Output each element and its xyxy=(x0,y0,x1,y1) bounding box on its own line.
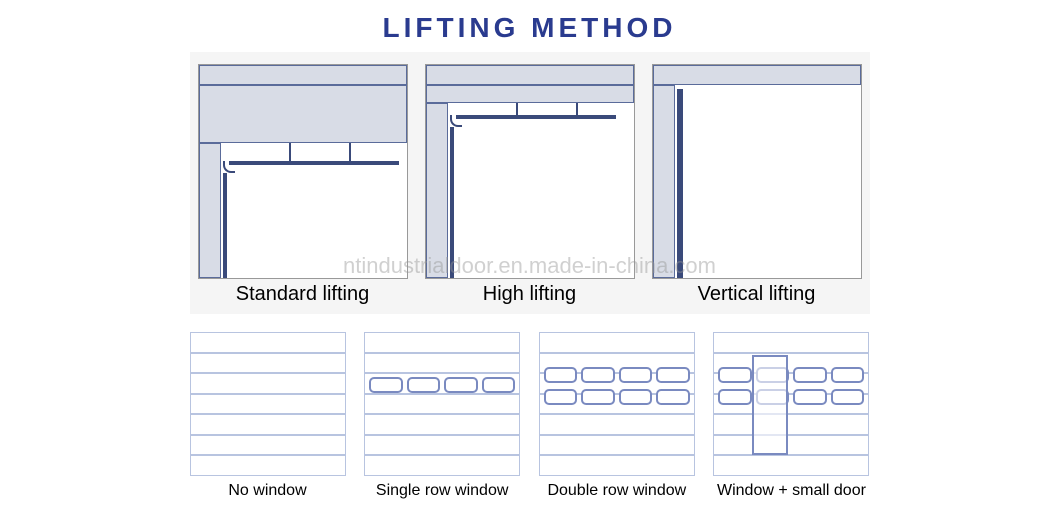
window-item-none: No window xyxy=(190,332,346,500)
window-diagram-door xyxy=(713,332,869,476)
lifting-label: High lifting xyxy=(483,279,576,306)
lifting-label: Standard lifting xyxy=(236,279,369,306)
window-diagram-double xyxy=(539,332,695,476)
page-title: LIFTING METHOD xyxy=(0,0,1059,52)
window-label: Double row window xyxy=(547,476,686,500)
window-item-single: Single row window xyxy=(364,332,520,500)
window-label: Window + small door xyxy=(717,476,866,500)
window-item-door: Window + small door xyxy=(713,332,869,500)
window-item-double: Double row window xyxy=(539,332,695,500)
lifting-item-vertical: Vertical lifting xyxy=(652,64,862,306)
lifting-item-standard: Standard lifting xyxy=(198,64,408,306)
lifting-diagram-high xyxy=(425,64,635,279)
lifting-item-high: High lifting xyxy=(425,64,635,306)
window-diagram-none xyxy=(190,332,346,476)
lifting-label: Vertical lifting xyxy=(698,279,816,306)
window-label: Single row window xyxy=(376,476,509,500)
lifting-row: Standard lifting High lifting Ver xyxy=(190,52,870,314)
lifting-diagram-standard xyxy=(198,64,408,279)
window-row: No window Single row window Double ro xyxy=(190,332,870,500)
window-label: No window xyxy=(228,476,306,500)
small-door xyxy=(752,355,788,455)
window-diagram-single xyxy=(364,332,520,476)
lifting-diagram-vertical xyxy=(652,64,862,279)
